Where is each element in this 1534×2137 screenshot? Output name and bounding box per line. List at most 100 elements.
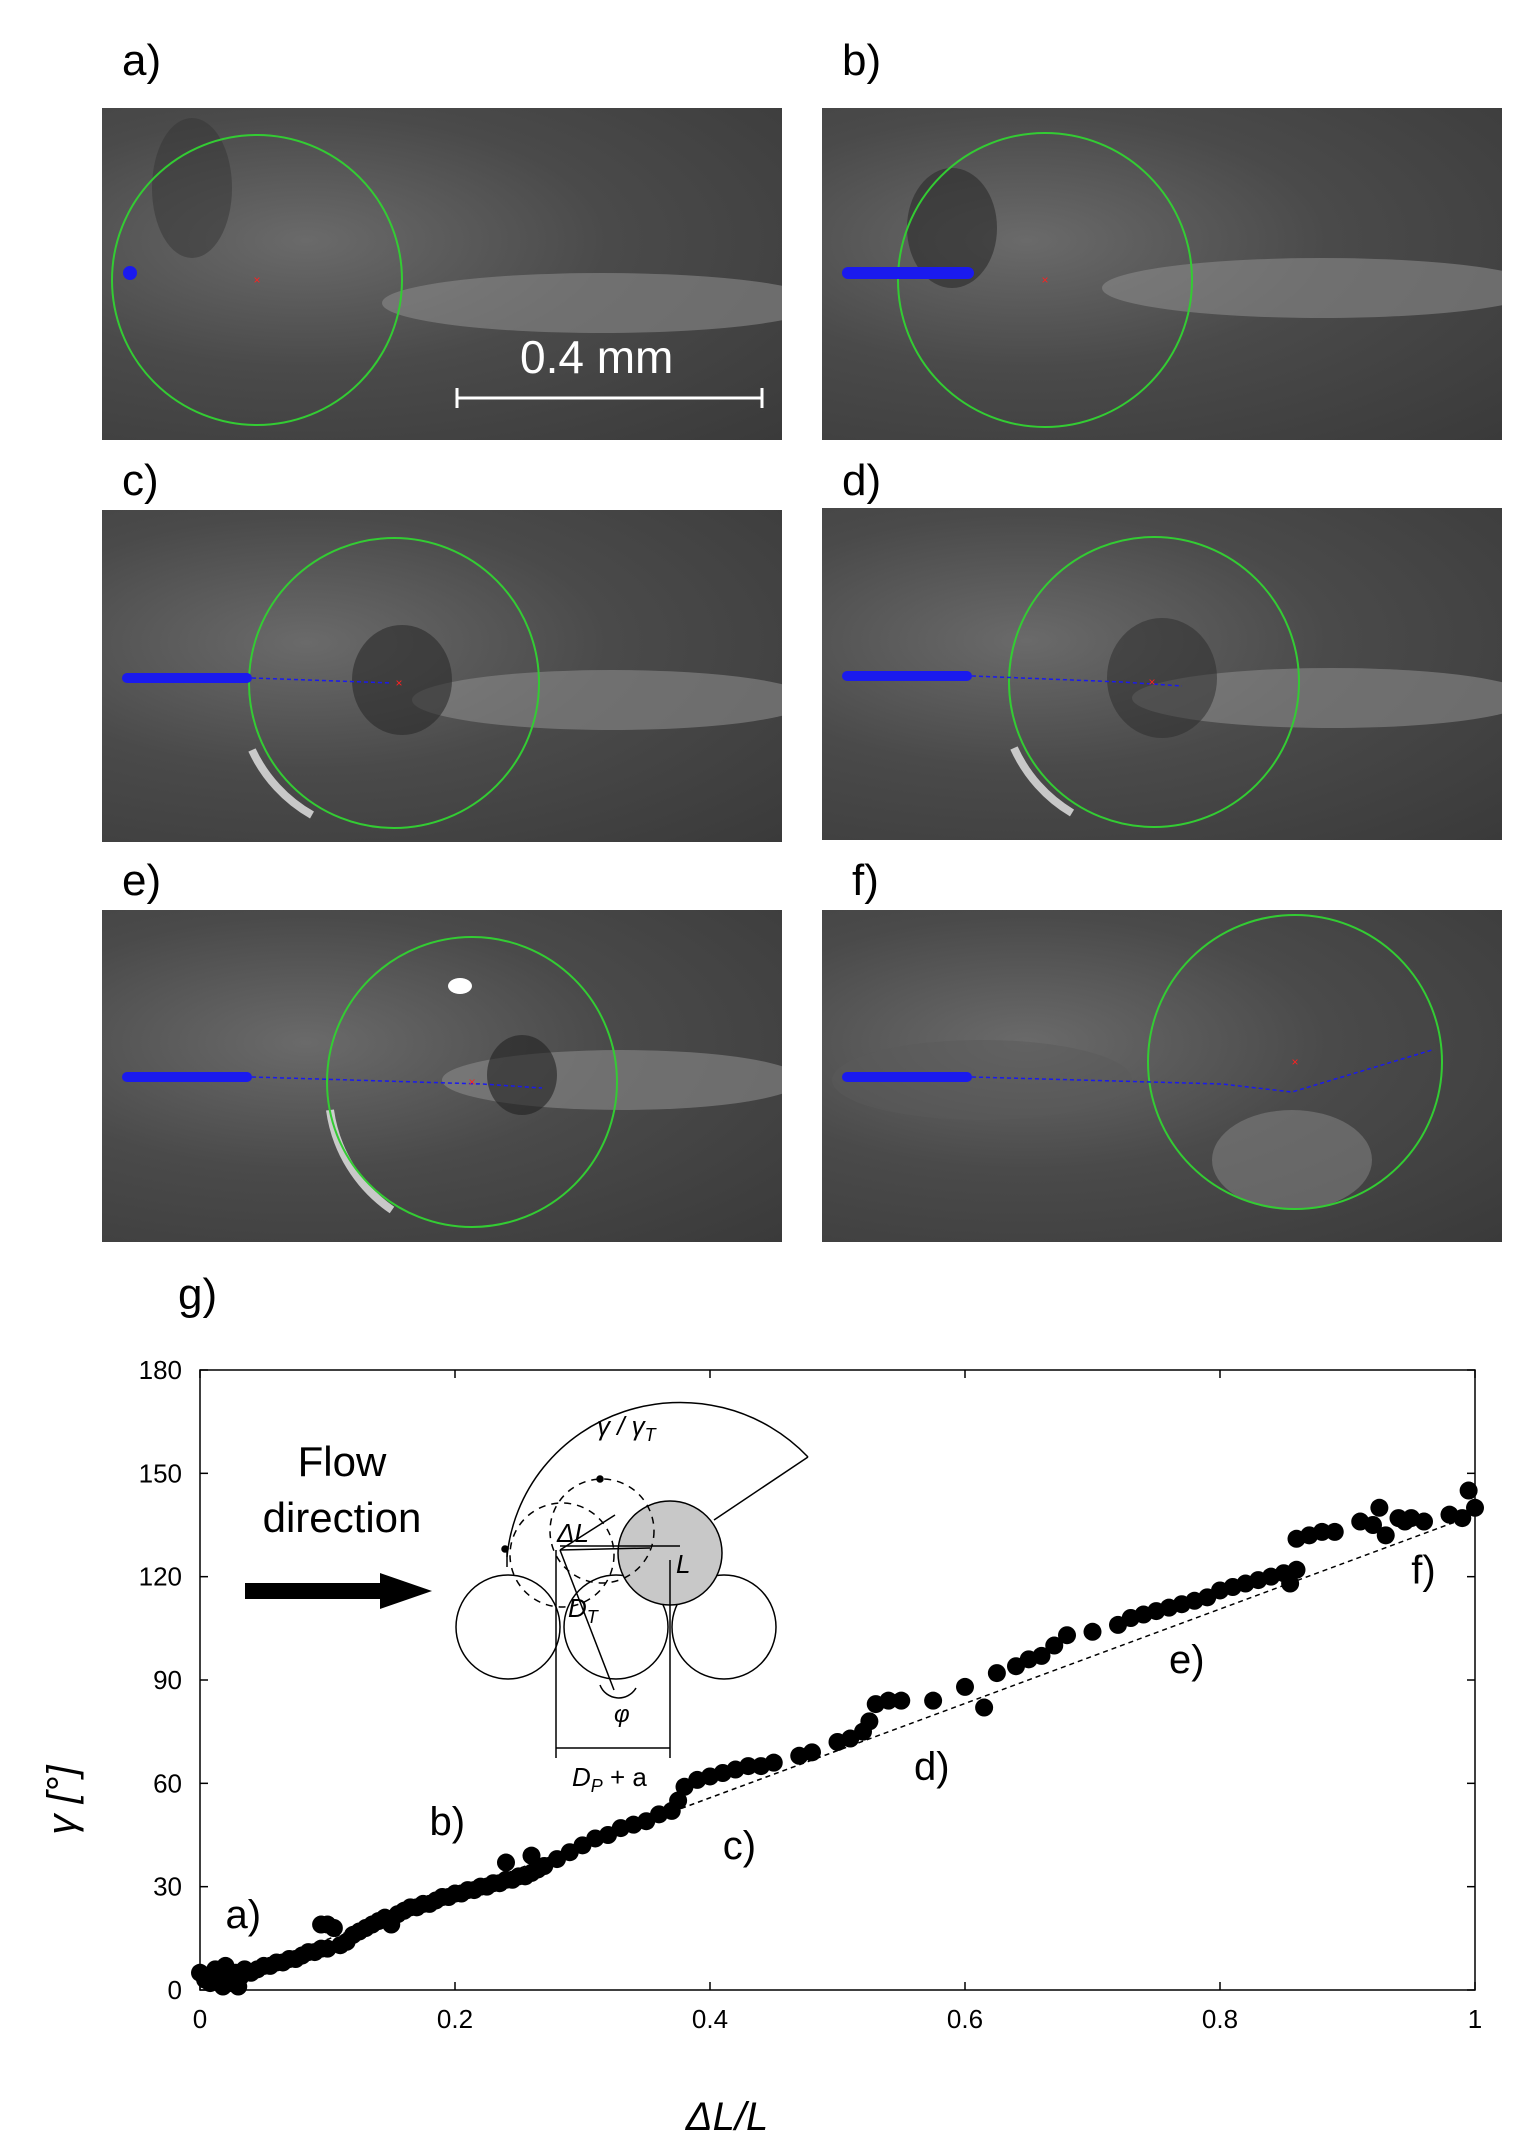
flow-direction-label: Flow direction <box>222 1434 462 1546</box>
data-point <box>860 1712 879 1731</box>
data-point <box>739 1757 758 1776</box>
y-tick-label: 0 <box>168 1975 182 2005</box>
data-point <box>1459 1481 1478 1500</box>
data-point <box>1364 1516 1382 1534</box>
y-tick-label: 90 <box>153 1665 182 1695</box>
photo-e: × <box>102 910 782 1242</box>
x-tick-label: 1 <box>1468 2004 1482 2034</box>
data-markers <box>191 1481 1484 1996</box>
photo-d-overlay: × <box>842 536 1502 828</box>
data-point <box>1083 1622 1102 1641</box>
bubble-circle <box>111 134 403 426</box>
data-point <box>956 1677 974 1696</box>
bubble-circle <box>248 537 540 829</box>
data-point <box>987 1664 1006 1683</box>
chart-annotations: a) b) c) d) e) f) <box>226 1549 1436 1937</box>
trail-point <box>123 266 137 280</box>
data-point <box>1415 1512 1433 1531</box>
data-point <box>1466 1498 1484 1517</box>
inset-dt-label: DT <box>568 1593 600 1627</box>
photo-a-overlay: × <box>111 118 782 426</box>
annotation-label: a) <box>226 1893 262 1937</box>
x-axis-label: ΔL/L <box>685 2095 768 2137</box>
trail <box>122 1072 252 1082</box>
bubble-circle <box>897 132 1193 428</box>
data-point <box>669 1791 688 1810</box>
particle-ghost-1 <box>509 1502 615 1608</box>
y-tick-label: 30 <box>153 1872 182 1902</box>
center-mark: × <box>395 676 402 690</box>
annotation-label: e) <box>1169 1638 1205 1682</box>
annotation-label: c) <box>723 1824 756 1868</box>
photo-b: × <box>822 108 1502 440</box>
panel-label-b: b) <box>842 36 882 85</box>
photo-c: × <box>102 510 782 842</box>
inset-gamma-label: γ / γT <box>597 1411 658 1445</box>
center-mark: × <box>468 1075 475 1089</box>
annotation-label: f) <box>1411 1549 1435 1593</box>
flow-line-1: Flow <box>297 1438 387 1485</box>
data-point <box>764 1753 783 1772</box>
photo-d: × <box>822 508 1502 840</box>
particle-right <box>671 1574 777 1680</box>
data-point <box>1281 1574 1300 1593</box>
inset-dp-label: DP + a <box>572 1762 647 1796</box>
photo-e-overlay: × <box>122 936 782 1228</box>
photo-a: × <box>102 108 782 440</box>
data-point <box>1325 1522 1344 1541</box>
trail <box>842 267 974 279</box>
annotation-label: b) <box>430 1800 466 1844</box>
bubble-circle <box>1147 914 1443 1210</box>
panel-label-c: c) <box>122 456 159 505</box>
trail <box>842 1072 972 1082</box>
center-mark: × <box>1148 675 1155 689</box>
y-tick-label: 60 <box>153 1768 182 1798</box>
data-point <box>522 1846 541 1865</box>
y-tick-label: 150 <box>139 1458 182 1488</box>
data-point <box>1370 1498 1389 1517</box>
particle-ghost-2 <box>549 1478 655 1584</box>
scale-bar-label: 0.4 mm <box>520 331 674 383</box>
x-tick-label: 0.8 <box>1202 2004 1238 2034</box>
data-point <box>324 1919 343 1937</box>
x-tick-label: 0.2 <box>437 2004 473 2034</box>
gamma-arc <box>506 1401 809 1558</box>
panel-label-a: a) <box>122 36 162 85</box>
y-tick-label: 120 <box>139 1562 182 1592</box>
particle-middle <box>563 1574 669 1680</box>
panel-label-g: g) <box>178 1270 218 1319</box>
photo-f: × <box>822 910 1502 1242</box>
bubble-circle <box>326 936 618 1228</box>
particle-left <box>455 1574 561 1680</box>
data-point <box>1453 1509 1472 1528</box>
bubble-circle <box>1008 536 1300 828</box>
data-point <box>975 1698 994 1717</box>
data-point <box>1032 1646 1051 1665</box>
x-tick-label: 0.4 <box>692 2004 728 2034</box>
trail <box>122 673 252 683</box>
data-point <box>924 1691 943 1710</box>
panel-label-d: d) <box>842 456 882 505</box>
center-mark: × <box>253 273 260 287</box>
gamma-vs-dl-chart: 0 0.2 0.4 0.6 0.8 1 0 30 60 90 120 150 180 a) b) c) d) e… <box>40 1355 1484 2137</box>
y-axis-label: γ [°] <box>40 1764 84 1834</box>
photo-b-overlay: × <box>842 132 1502 428</box>
inset-schematic: γ / γT ΔL L DT φ DP + a <box>455 1401 809 1796</box>
trail <box>842 671 972 681</box>
photo-c-overlay: × <box>122 537 782 829</box>
data-point <box>1045 1636 1064 1655</box>
inset-l-label: L <box>676 1549 690 1579</box>
panel-label-f: f) <box>852 856 879 905</box>
panel-label-e: e) <box>122 856 162 905</box>
data-point <box>892 1691 911 1710</box>
data-point <box>803 1743 821 1762</box>
inset-dl-label: ΔL <box>556 1518 589 1548</box>
data-point <box>1058 1626 1076 1645</box>
flow-arrow <box>245 1573 432 1609</box>
photo-f-overlay: × <box>832 914 1443 1210</box>
annotation-label: d) <box>914 1745 950 1789</box>
x-tick-label: 0 <box>193 2004 207 2034</box>
plot-border <box>199 1369 1476 1991</box>
x-tick-label: 0.6 <box>947 2004 983 2034</box>
inset-phi-label: φ <box>614 1701 630 1728</box>
